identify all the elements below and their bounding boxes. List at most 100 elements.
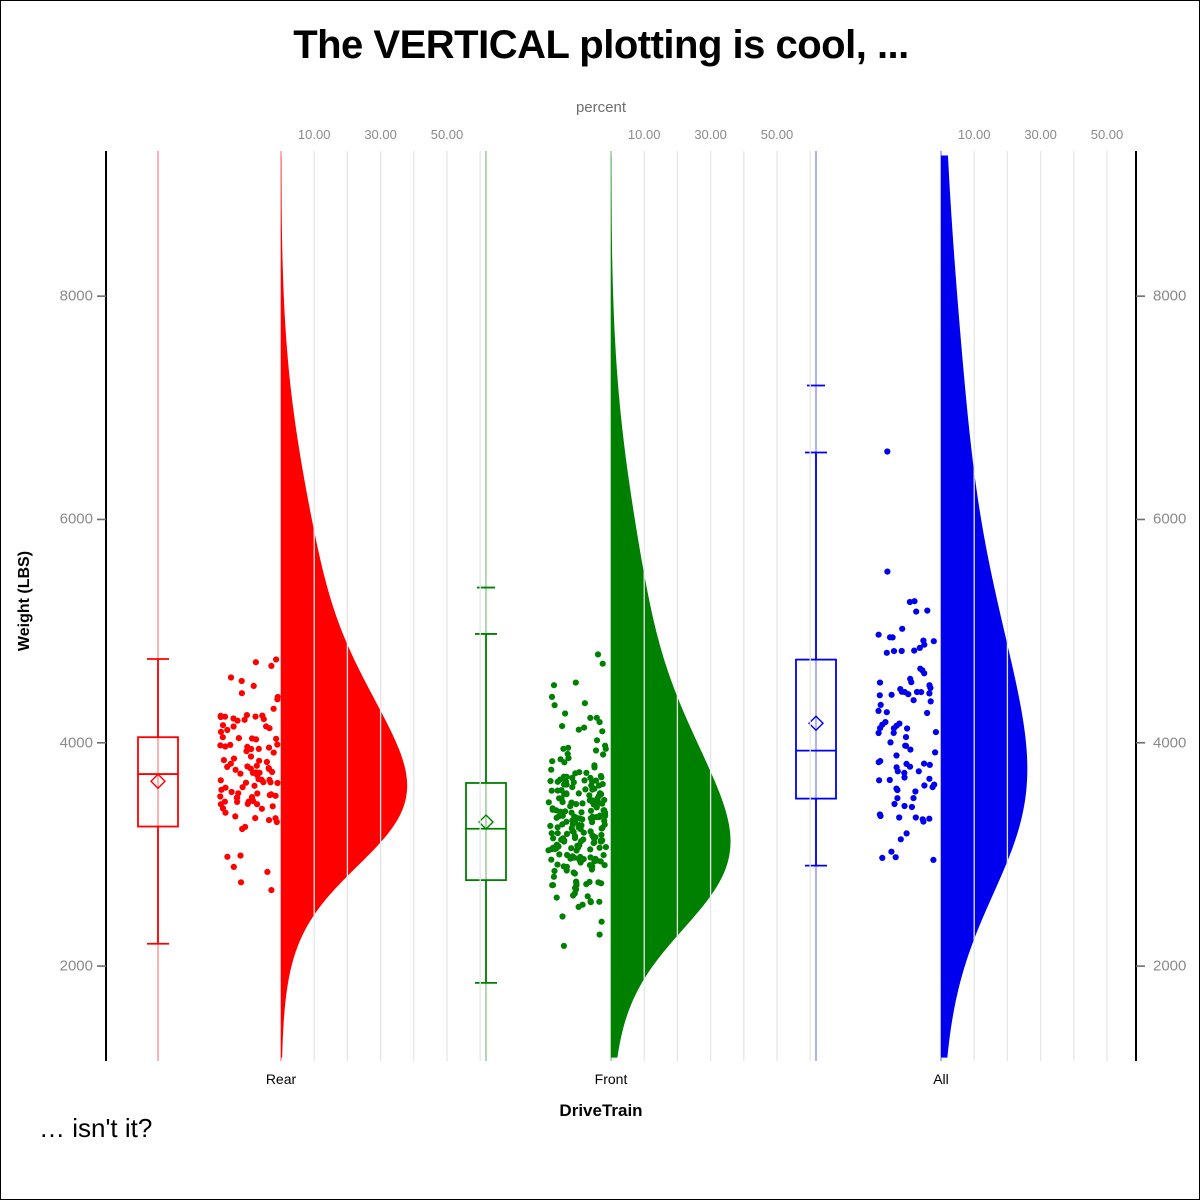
data-point-all [916,644,923,652]
data-point-rear [252,659,259,666]
data-point-front [556,851,563,858]
data-point-front [573,801,580,808]
data-point-all [910,795,917,802]
data-point-all [891,800,898,808]
data-point-rear [227,741,234,749]
data-point-front [553,814,560,821]
data-point-front [591,762,598,769]
data-point-all [894,787,901,794]
data-point-rear [219,722,227,729]
data-point-front [580,836,587,843]
data-point-all [894,768,901,775]
data-point-rear [252,815,259,822]
violin-front [611,155,731,1058]
data-point-rear [242,823,249,831]
data-point-rear [224,853,231,860]
percent-tick-front-10: 10.00 [627,127,661,142]
data-point-front [571,834,579,842]
data-point-all [902,742,909,749]
data-point-all [926,690,933,697]
data-point-rear [273,656,280,663]
data-point-rear [217,793,224,800]
data-point-all [879,854,886,862]
data-point-rear [238,690,245,697]
data-point-all [911,598,918,605]
y-tick-label-right-4000: 4000 [1153,734,1187,752]
data-point-front [553,894,560,901]
data-point-rear [228,788,235,796]
data-point-rear [234,717,241,724]
data-point-front [602,844,610,851]
data-point-front [563,830,571,838]
data-point-front [600,852,607,859]
data-point-rear [241,716,248,723]
data-point-all [896,814,903,821]
data-point-front [575,790,582,797]
data-point-rear [266,725,273,732]
x-axis-label: DriveTrain [559,1101,643,1120]
data-point-all [920,637,927,644]
data-point-rear [274,741,281,748]
data-point-all [921,782,928,789]
data-point-all [932,729,940,736]
data-point-front [581,700,589,707]
data-point-front [548,830,555,837]
data-point-all [877,725,884,732]
data-point-front [586,878,593,886]
data-point-rear [217,728,225,736]
data-point-rear [255,776,262,783]
data-point-all [910,697,917,704]
data-point-front [550,835,557,842]
data-point-rear [230,723,237,730]
violin-all [941,155,1028,1058]
boxplot-all [795,384,837,867]
data-point-rear [273,818,280,826]
data-point-front [554,778,561,785]
data-point-rear [224,726,231,734]
data-point-all [908,679,915,686]
data-point-front [592,777,600,784]
data-point-rear [264,868,271,876]
data-point-rear [224,763,231,771]
data-point-all [924,607,931,614]
percent-tick-rear-10: 10.00 [297,127,331,142]
data-point-all [907,746,914,753]
y-tick-label-right-8000: 8000 [1153,287,1187,305]
data-point-front [587,807,595,814]
data-point-all [901,774,908,781]
data-point-all [930,856,937,864]
data-point-rear [256,757,263,764]
data-point-rear [235,735,242,742]
data-point-rear [221,713,229,720]
data-point-front [569,828,576,835]
data-point-all [926,775,933,782]
data-point-front [598,774,605,781]
data-point-all [919,816,926,823]
data-point-front [547,778,554,785]
data-point-front [563,791,570,798]
data-point-front [549,758,556,765]
data-point-front [572,770,579,777]
data-point-all [906,763,914,770]
data-point-rear [222,743,229,750]
data-point-front [584,893,591,900]
data-point-front [594,651,602,658]
data-point-rear [227,674,235,681]
data-point-front [560,745,567,752]
data-point-all [908,803,916,811]
data-point-front [548,693,556,701]
data-point-all [886,776,893,784]
data-point-all [893,752,900,759]
data-point-front [571,870,579,877]
data-point-front [599,660,606,667]
data-point-front [587,714,594,722]
data-point-rear [247,753,255,760]
percent-tick-front-30: 30.00 [694,127,727,142]
data-point-front [565,744,572,751]
data-point-front [598,825,605,832]
data-point-front [587,774,594,782]
data-point-rear [230,755,238,762]
data-point-front [593,804,600,811]
